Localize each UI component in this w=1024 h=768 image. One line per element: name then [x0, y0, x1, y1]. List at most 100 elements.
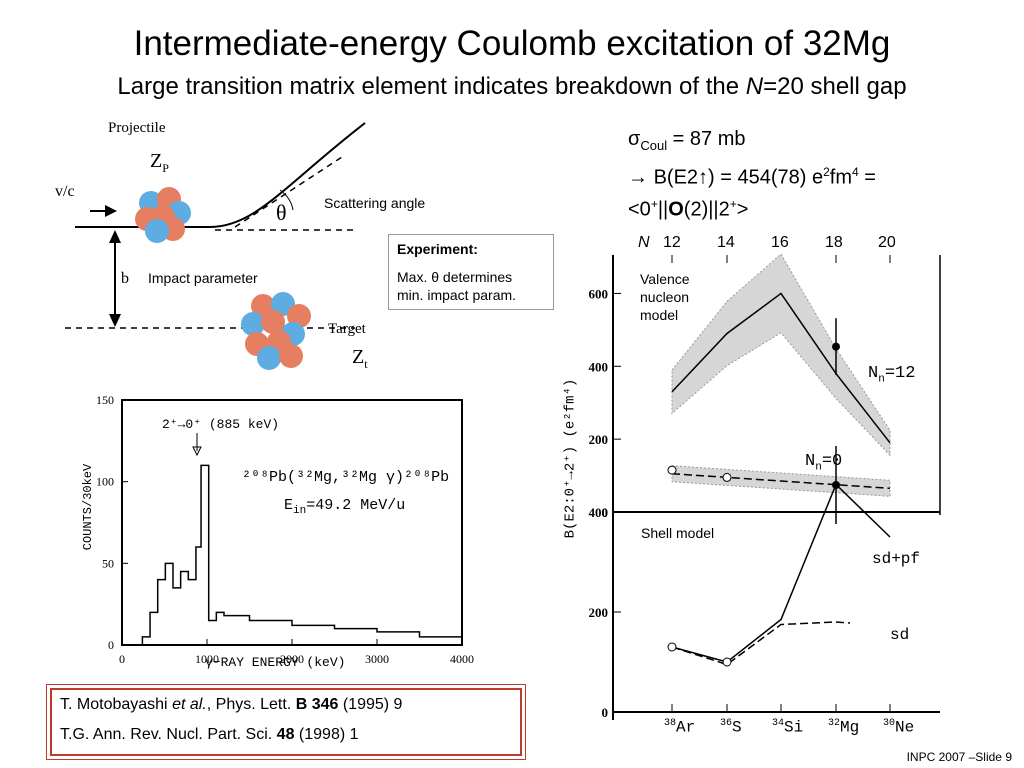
spectrum-y-ticks: 150 100 50 0	[96, 393, 128, 652]
lower-open-point	[722, 657, 732, 667]
experiment-box: Experiment: Max. θ determines min. impac…	[388, 234, 554, 310]
projectile-nucleus	[135, 187, 191, 243]
spectrum-xtick-label: 1000	[195, 652, 219, 666]
asymptote	[234, 154, 346, 228]
reference-1: T. Motobayashi et al., Phys. Lett. B 346…	[60, 696, 402, 714]
peak-arrow-head	[192, 446, 202, 457]
bars: ||	[657, 198, 669, 221]
n-label-14: 14	[717, 234, 735, 251]
ref1-etal: et al.	[172, 696, 207, 713]
valence-band-n12	[671, 253, 891, 457]
beam-energy-label: Ein=49.2 MeV/u	[284, 497, 405, 517]
plus-2: +	[729, 196, 737, 211]
energy-sub: in	[293, 505, 307, 517]
mg32-point	[832, 342, 840, 351]
ne-symbol: Ne	[895, 718, 915, 737]
projectile-label: Projectile	[108, 120, 166, 136]
zt-sub: t	[364, 357, 368, 371]
spectrum-x-ticks: 0 1000 2000 3000 4000	[119, 639, 474, 666]
spectrum-ytick-label: 150	[96, 393, 114, 407]
si-mass: 34	[772, 718, 785, 729]
series-sd	[671, 621, 851, 666]
lower-ytick-label: 200	[589, 605, 609, 620]
nn12-value: =12	[884, 364, 916, 383]
ref2-volume: 48	[276, 726, 295, 743]
scattering-angle-label: Scattering angle	[324, 195, 426, 211]
upper-ytick-label: 0	[602, 505, 609, 520]
cross-section-line: σCoul = 87 mb	[628, 126, 1020, 159]
zp-sub: P	[162, 161, 169, 175]
n-label-12: 12	[663, 234, 681, 251]
ref1-journal: , Phys. Lett.	[206, 696, 296, 713]
upper-ytick-label: 600	[589, 286, 609, 301]
be2-line: → B(E2↑) = 454(78) e2fm4 =	[628, 159, 1020, 191]
velocity-label: v/c	[55, 183, 75, 200]
sup-4: 4	[852, 165, 859, 179]
spectrum-ylabel: COUNTS/30keV	[81, 463, 95, 551]
spectrum-xtick-label: 3000	[365, 652, 389, 666]
fm-unit: fm	[829, 166, 852, 189]
operator: O	[668, 198, 684, 221]
mg-symbol: Mg	[840, 718, 860, 737]
experiment-line2: min. impact param.	[397, 287, 517, 303]
ref2-author: T.G. Ann. Rev. Nucl. Part. Sci.	[60, 726, 277, 743]
slide-title: Intermediate-energy Coulomb excitation o…	[133, 24, 891, 63]
n-italic: N	[638, 234, 650, 251]
zt-text: Z	[352, 346, 365, 368]
zp-label: ZP	[150, 150, 169, 176]
impact-arrow-head-bottom	[109, 314, 121, 327]
deflected-path	[209, 122, 366, 228]
nn12-n: N	[868, 364, 879, 383]
lower-ytick-label: 400	[589, 505, 609, 520]
theta-symbol: θ	[276, 200, 287, 225]
nn0-n: N	[805, 452, 816, 471]
nn0-sub: n	[815, 461, 822, 474]
spectrum-xtick-label: 2000	[280, 652, 304, 666]
ref1-volume: B 346	[295, 696, 339, 713]
slide-footer: INPC 2007 –Slide 9	[906, 750, 1012, 764]
zp-text: Z	[150, 150, 163, 172]
energy-value: =49.2 MeV/u	[306, 497, 406, 514]
n-axis-label: N	[638, 234, 650, 252]
n-label-16: 16	[771, 234, 789, 251]
experiment-line1: Max. θ determines	[397, 269, 513, 285]
series-n12	[671, 292, 891, 444]
nn12-label: Nn=12	[868, 364, 915, 385]
angle-arc	[279, 189, 294, 211]
si-symbol: Si	[784, 718, 804, 737]
experiment-heading: Experiment:	[397, 241, 478, 257]
mg-mass: 32	[828, 718, 841, 729]
spectrum-xtick-label: 4000	[450, 652, 474, 666]
be2-value: B(E2↑) = 454(78) e	[653, 166, 824, 189]
ne-mass: 30	[883, 718, 896, 729]
sigma-symbol: σ	[628, 128, 641, 150]
sdpf-label: sd+pf	[872, 550, 921, 568]
s-mass: 36	[720, 718, 733, 729]
sup-2: 2	[823, 165, 830, 179]
operator-arg: (2)||2	[683, 198, 730, 221]
b-label: b	[121, 270, 129, 287]
subtitle-text-end: =20 shell gap	[763, 73, 907, 100]
ar-mass: 38	[664, 718, 677, 729]
nn0-label: Nn=0	[805, 452, 842, 473]
upper-ytick-label: 400	[589, 359, 609, 374]
spectrum-xtick-label: 0	[119, 652, 125, 666]
valence-line1: Valence	[640, 271, 690, 287]
spectrum-ytick-label: 0	[108, 638, 114, 652]
zt-label: Zt	[352, 346, 368, 372]
ref1-year: (1995) 9	[338, 696, 403, 713]
lower-open-point	[667, 642, 677, 652]
plus-1: +	[650, 196, 658, 211]
cross-section-value: = 87 mb	[667, 128, 746, 150]
matrix-element-line: <0+||O(2)||2+>	[628, 191, 1020, 223]
subtitle-n: N	[745, 73, 764, 100]
ket: >	[736, 198, 749, 221]
lower-ytick-label: 0	[602, 705, 609, 720]
be2-data-points	[667, 318, 840, 667]
series-sdpf	[671, 483, 891, 663]
be2-ylabel: B(E2:0⁺→2⁺) (e²fm⁴)	[562, 378, 579, 539]
spectrum-histogram	[122, 464, 462, 646]
valence-line3: model	[640, 307, 679, 323]
references-box: T. Motobayashi et al., Phys. Lett. B 346…	[46, 684, 526, 760]
